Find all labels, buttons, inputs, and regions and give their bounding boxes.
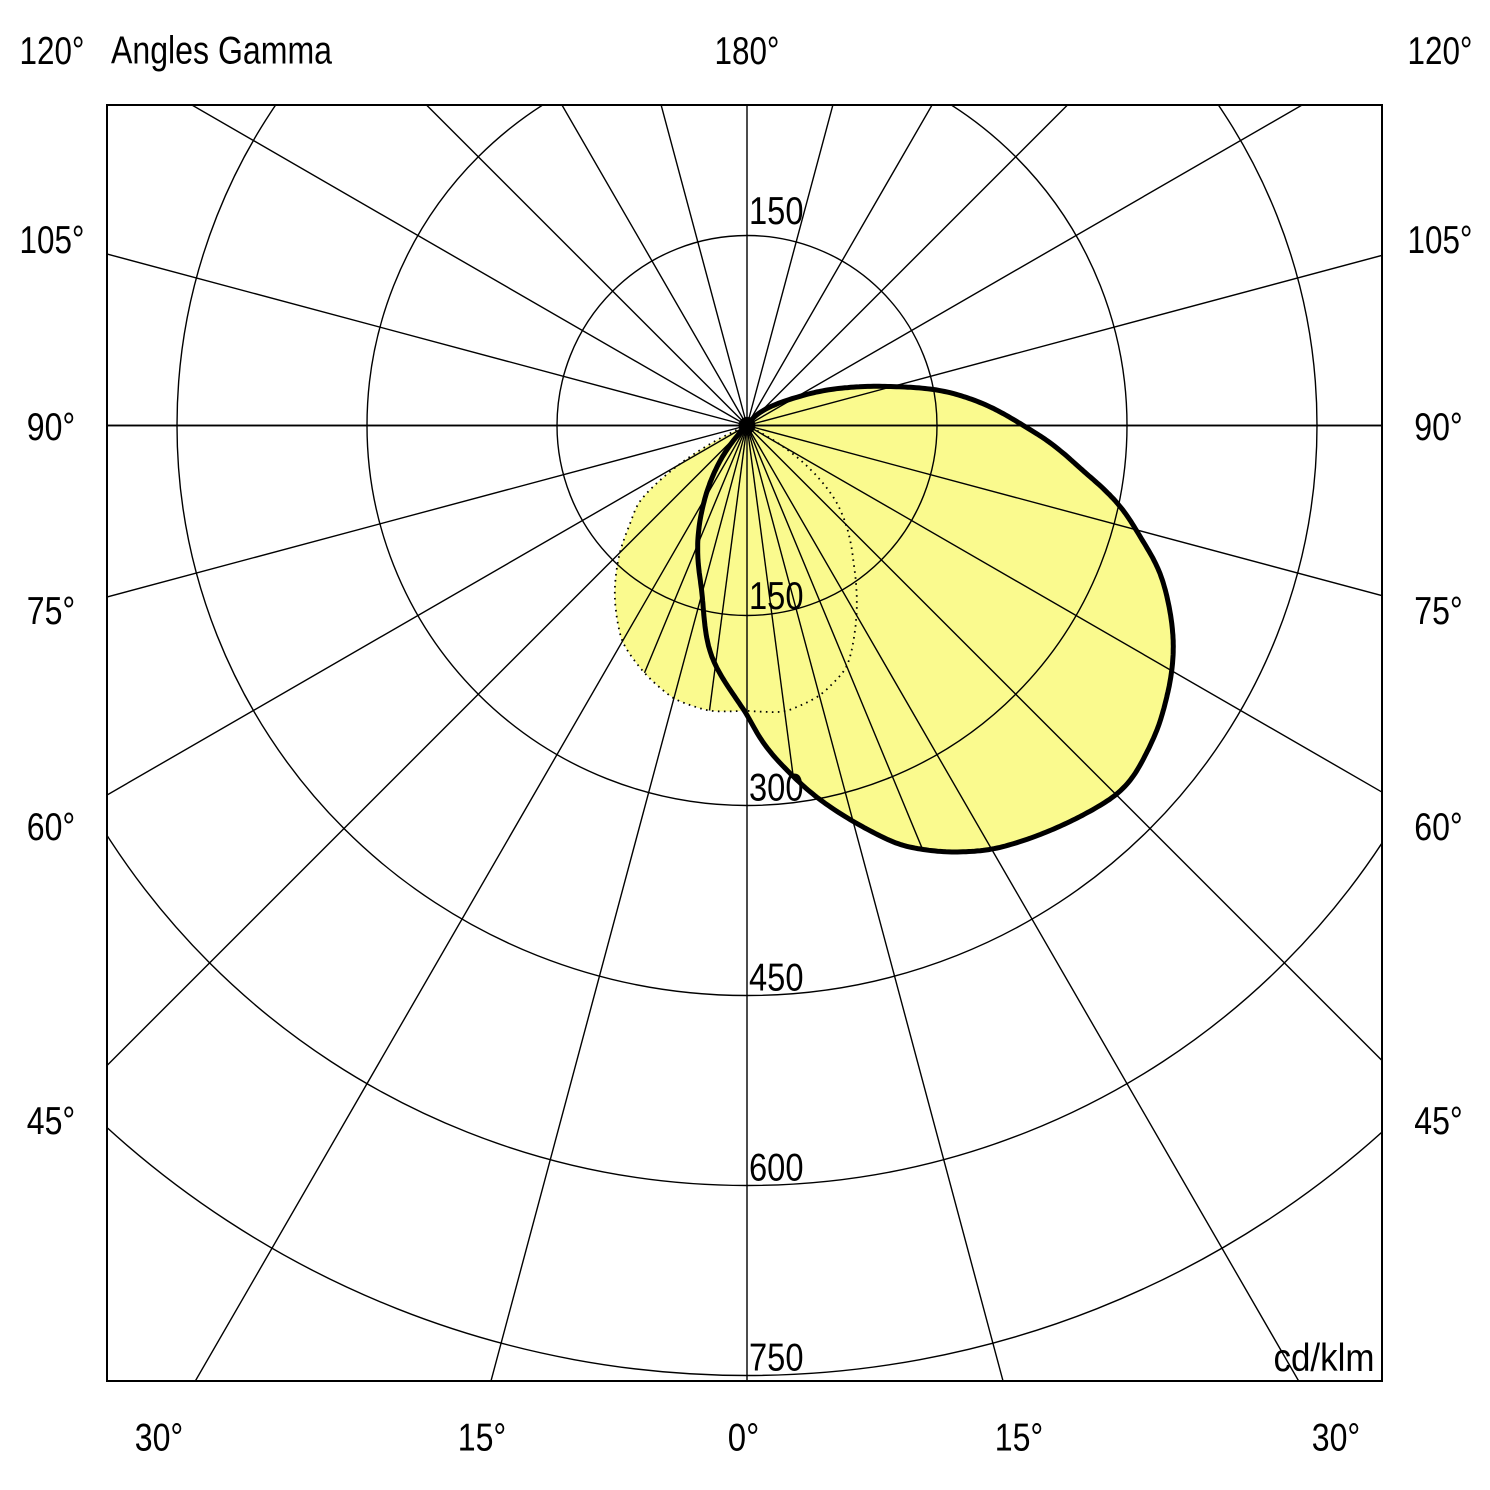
svg-text:90°: 90° — [1414, 406, 1463, 449]
svg-text:cd/klm: cd/klm — [1274, 1337, 1375, 1380]
svg-text:300: 300 — [749, 767, 804, 810]
svg-text:105°: 105° — [1408, 219, 1473, 262]
svg-text:60°: 60° — [1414, 806, 1463, 849]
svg-text:45°: 45° — [1414, 1100, 1463, 1143]
svg-text:75°: 75° — [1414, 590, 1463, 633]
svg-text:120°: 120° — [20, 30, 85, 73]
svg-text:30°: 30° — [135, 1417, 184, 1460]
svg-text:120°: 120° — [1408, 30, 1473, 73]
svg-text:750: 750 — [749, 1337, 804, 1380]
svg-text:150: 150 — [749, 190, 804, 233]
svg-text:600: 600 — [749, 1147, 804, 1190]
svg-text:0°: 0° — [728, 1417, 760, 1460]
svg-text:90°: 90° — [27, 406, 76, 449]
svg-text:450: 450 — [749, 957, 804, 1000]
svg-text:30°: 30° — [1312, 1417, 1361, 1460]
svg-text:180°: 180° — [715, 30, 780, 73]
svg-text:15°: 15° — [458, 1417, 507, 1460]
svg-text:150: 150 — [749, 575, 804, 618]
svg-text:60°: 60° — [27, 806, 76, 849]
svg-text:75°: 75° — [27, 590, 76, 633]
svg-text:105°: 105° — [20, 219, 85, 262]
svg-text:15°: 15° — [995, 1417, 1044, 1460]
svg-text:45°: 45° — [27, 1100, 76, 1143]
svg-text:Angles Gamma: Angles Gamma — [111, 30, 332, 73]
